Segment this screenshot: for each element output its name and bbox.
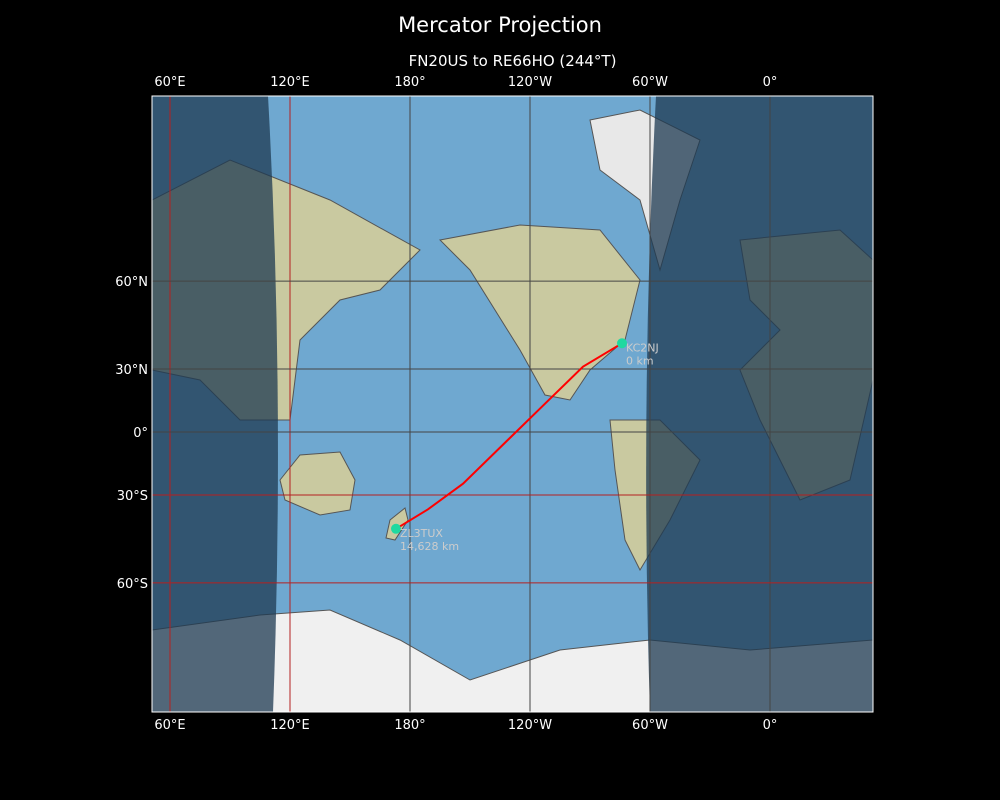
map-title: Mercator Projection: [398, 13, 602, 37]
lon-tick-top: 180°: [394, 75, 425, 90]
lon-tick-top: 60°E: [154, 75, 185, 90]
station-distance: 14,628 km: [400, 540, 459, 553]
lat-tick: 60°N: [115, 275, 148, 290]
map-frame: [151, 95, 874, 713]
great-circle-route: [395, 342, 623, 530]
lon-tick-top: 0°: [763, 75, 778, 90]
station-callsign: ZL3TUX: [400, 527, 443, 540]
station-marker[interactable]: [617, 338, 627, 349]
lat-tick: 0°: [133, 426, 148, 441]
lon-tick-top: 120°E: [270, 75, 310, 90]
lon-tick-bottom: 120°E: [270, 718, 310, 733]
night-shade-east: [646, 96, 873, 712]
lon-tick-bottom: 120°W: [508, 718, 552, 733]
graticule: [152, 96, 873, 712]
lon-tick-bottom: 0°: [763, 718, 778, 733]
lat-tick: 60°S: [117, 577, 148, 592]
night-shade-west: [152, 96, 278, 712]
lon-tick-top: 120°W: [508, 75, 552, 90]
station-distance: 0 km: [626, 354, 654, 367]
lat-tick: 30°S: [117, 489, 148, 504]
station-marker[interactable]: [391, 523, 401, 534]
lon-tick-bottom: 60°W: [632, 718, 668, 733]
lat-tick: 30°N: [115, 363, 148, 378]
lon-tick-top: 60°W: [632, 75, 668, 90]
lon-tick-bottom: 60°E: [154, 718, 185, 733]
lon-tick-bottom: 180°: [394, 718, 425, 733]
map-subtitle: FN20US to RE66HO (244°T): [408, 52, 617, 70]
station-callsign: KC2NJ: [626, 341, 659, 354]
